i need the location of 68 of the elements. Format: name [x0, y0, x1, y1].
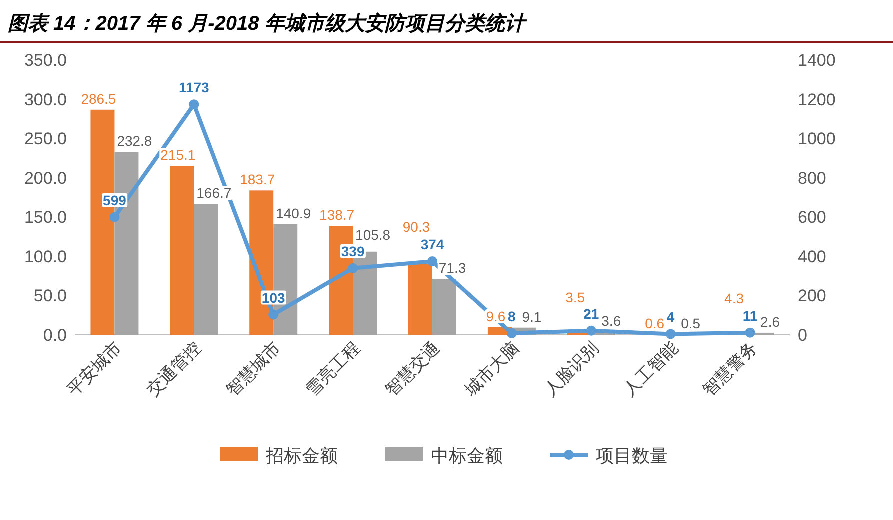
data-label: 105.8: [356, 226, 391, 243]
data-label: 4: [666, 309, 675, 326]
y-tick-label: 150.0: [24, 208, 67, 228]
x-tick-label: 智慧城市: [222, 338, 284, 400]
y2-tick-label: 800: [798, 168, 826, 188]
data-label: 286.5: [81, 90, 116, 107]
data-label: 138.7: [320, 207, 355, 224]
y2-tick-label: 1000: [798, 130, 836, 149]
bar: [194, 204, 218, 335]
y2-tick-label: 0: [798, 326, 808, 345]
data-label: 374: [420, 236, 444, 253]
data-label: 90.3: [402, 219, 430, 236]
data-label: 9.6: [486, 308, 506, 324]
point: [745, 328, 756, 338]
data-label: 3.6: [602, 313, 622, 330]
y2-tick-label: 600: [798, 208, 826, 228]
data-label: 21: [584, 306, 600, 322]
chart-title: 图表 14：2017 年 6 月-2018 年城市级大安防项目分类统计: [8, 12, 528, 35]
point: [268, 310, 279, 320]
x-tick-label: 雪亮工程: [302, 338, 364, 400]
data-label: 183.7: [240, 172, 276, 188]
point: [110, 212, 120, 222]
data-label: 0.6: [645, 316, 665, 332]
y-tick-label: 300.0: [24, 90, 67, 110]
point: [428, 256, 438, 267]
data-label: 232.8: [117, 133, 152, 150]
y-tick-label: 200.0: [24, 168, 67, 188]
data-label: 3.5: [566, 289, 586, 306]
data-label: 11: [742, 308, 758, 324]
x-tick-label: 人脸识别: [540, 338, 602, 400]
data-label: 9.1: [522, 308, 542, 325]
data-label: 8: [508, 308, 516, 324]
bar: [432, 278, 456, 335]
y2-tick-label: 1400: [798, 51, 836, 70]
data-label: 339: [341, 243, 365, 260]
data-label: 71.3: [438, 260, 466, 276]
point: [348, 263, 358, 274]
x-tick-label: 智慧交通: [382, 338, 444, 400]
x-tick-label: 人工智能: [620, 338, 682, 400]
legend-label: 招标金额: [265, 446, 338, 466]
data-label: 103: [262, 290, 286, 306]
point: [586, 326, 596, 336]
y2-tick-label: 400: [798, 247, 826, 266]
data-label: 166.7: [196, 185, 232, 202]
y-tick-label: 100.0: [24, 247, 67, 266]
y2-tick-label: 1200: [798, 90, 836, 110]
legend-label: 中标金额: [431, 446, 503, 466]
x-tick-label: 交通管控: [143, 338, 205, 400]
data-label: 140.9: [276, 205, 312, 222]
y-tick-label: 50.0: [34, 286, 67, 306]
data-label: 0.5: [681, 316, 701, 332]
y-tick-label: 250.0: [24, 130, 67, 149]
data-label: 2.6: [760, 314, 780, 330]
x-tick-label: 智慧警务: [700, 338, 762, 400]
y-tick-label: 350.0: [24, 51, 67, 70]
data-label: 215.1: [160, 146, 196, 163]
data-label: 1173: [178, 80, 210, 96]
data-label: 599: [103, 192, 127, 208]
point: [506, 328, 517, 338]
point: [666, 329, 676, 340]
point: [189, 100, 200, 110]
y-tick-label: 0.0: [43, 326, 67, 345]
x-tick-label: 城市大脑: [460, 338, 523, 401]
data-label: 4.3: [724, 290, 744, 307]
legend-label: 项目数量: [596, 446, 668, 466]
y2-tick-label: 200: [798, 286, 826, 306]
bar: [170, 166, 194, 335]
bar: [408, 264, 432, 335]
